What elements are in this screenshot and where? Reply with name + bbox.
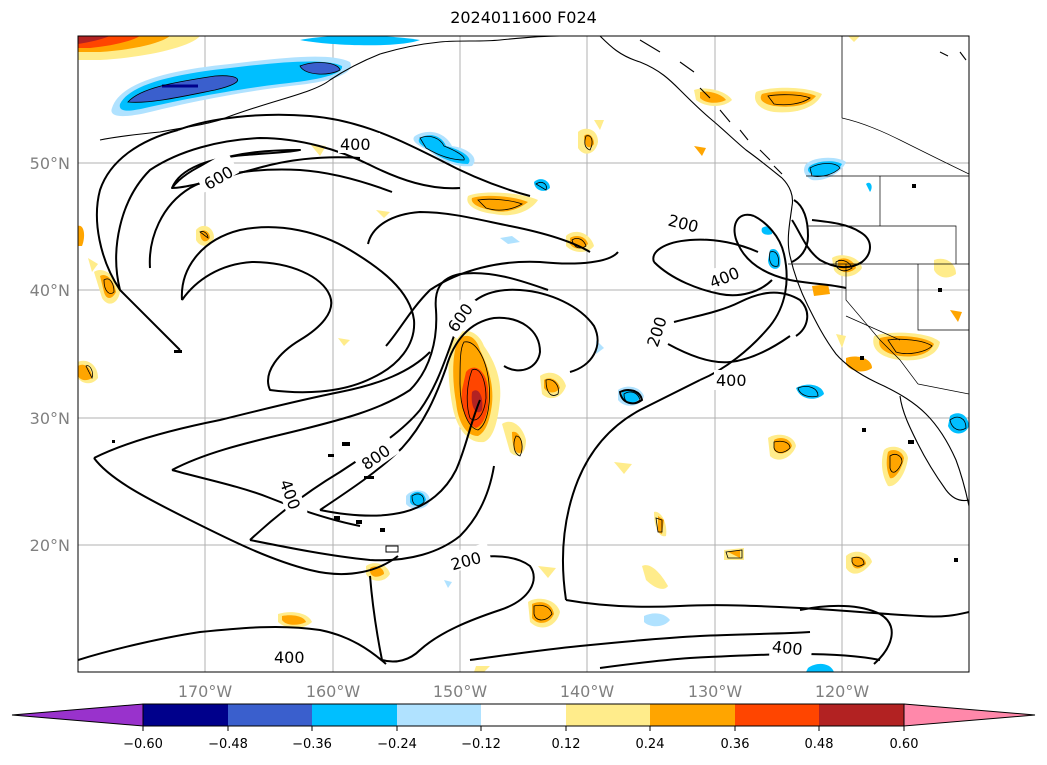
contour-label: 400: [340, 135, 371, 154]
colorbar-frame: [142, 703, 905, 727]
political-borders: [788, 36, 969, 395]
colorbar-segment: [397, 704, 481, 726]
colorbar-tick-label: −0.60: [123, 737, 163, 752]
colorbar-segment: [735, 704, 819, 726]
lon-tick-label: 140°W: [560, 682, 615, 701]
colorbar-segment: [819, 704, 904, 726]
colorbar-segment: [228, 704, 312, 726]
colorbar-segment: [903, 703, 1036, 727]
colorbar-tick-label: 0.60: [890, 737, 919, 752]
contour-lines: [78, 113, 969, 669]
colorbar-tick-label: 0.36: [721, 737, 750, 752]
lon-tick-label: 150°W: [433, 682, 488, 701]
colorbar: −0.60 −0.48 −0.36 −0.24 −0.12 0.12 0.24 …: [11, 703, 1036, 752]
lon-tick-label: 160°W: [306, 682, 361, 701]
lon-tick-label: 130°W: [688, 682, 743, 701]
colorbar-segment: [481, 704, 566, 726]
map-title: 2024011600 F024: [450, 8, 597, 27]
colorbar-segment: [312, 704, 397, 726]
colorbar-segment: [650, 704, 735, 726]
contour-label: 400: [716, 371, 747, 390]
colorbar-tick-label: −0.24: [377, 737, 417, 752]
contour-label: 400: [274, 648, 305, 667]
contour-label: 400: [771, 637, 803, 659]
longitude-labels: 170°W 160°W 150°W 140°W 130°W 120°W: [178, 682, 870, 701]
lat-tick-label: 40°N: [30, 281, 70, 300]
islands: [112, 184, 958, 562]
lat-tick-label: 20°N: [30, 536, 70, 555]
contour-labels: 400 600 200 400 600 200 400 800 400 200 …: [192, 133, 813, 667]
colorbar-segment: [11, 703, 144, 727]
lon-tick-label: 120°W: [815, 682, 870, 701]
lon-tick-label: 170°W: [178, 682, 233, 701]
colorbar-tick-label: 0.12: [552, 737, 581, 752]
colorbar-tick-label: 0.48: [805, 737, 834, 752]
colorbar-tick-label: −0.36: [292, 737, 332, 752]
lat-tick-label: 50°N: [30, 154, 70, 173]
colorbar-segment: [143, 704, 228, 726]
lat-tick-label: 30°N: [30, 409, 70, 428]
colorbar-tick-label: 0.24: [636, 737, 665, 752]
colorbar-tick-label: −0.48: [208, 737, 248, 752]
shaded-field-negative: [111, 36, 969, 672]
shading-outlines: [85, 62, 967, 621]
colorbar-tick-label: −0.12: [461, 737, 501, 752]
colorbar-segment: [566, 704, 650, 726]
map-frame: [77, 35, 970, 673]
latitude-labels: 50°N 40°N 30°N 20°N: [30, 154, 70, 555]
coastlines: [99, 36, 969, 507]
